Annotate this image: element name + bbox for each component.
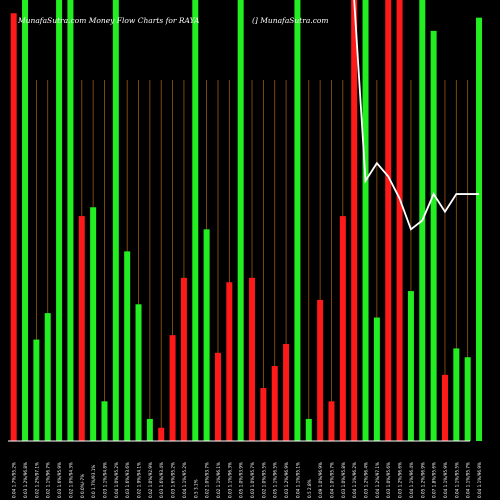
site-credit: (] MunafaSutra.com: [252, 16, 329, 25]
x-tick-label: 0.03 1.1%/94.8%: [102, 462, 107, 498]
x-tick-label: 0.03 1.2%/96.8%: [23, 462, 28, 498]
bar: [56, 0, 63, 441]
bar: [169, 335, 176, 441]
bar: [249, 277, 256, 441]
x-tick-label: 0.03 1.6%/95.2%: [171, 462, 176, 498]
x-tick-label: 0.02 1.0%/92.9%: [148, 462, 153, 498]
bar: [33, 339, 40, 441]
bar: [271, 366, 278, 441]
bar: [373, 317, 380, 441]
x-tick-label: 0.09 1.0%/96.9%: [318, 462, 323, 498]
line-group: [353, 0, 480, 231]
series-line: [353, 0, 480, 231]
bar: [22, 0, 29, 441]
x-tick-label: 0.04 1.1%/96.2%: [352, 462, 357, 498]
x-tick-label: 0.02 1.1%/96.1%: [216, 462, 221, 498]
bar: [90, 207, 97, 441]
x-tick-label: 0.02 1.0%/95.5%: [261, 462, 266, 498]
x-tick-label: 0.05 1.2%/96.9%: [420, 462, 425, 498]
bar: [453, 348, 460, 441]
x-tick-label: 0.04 1.1%/96.9%: [477, 462, 482, 498]
x-tick-label: 0.05 1.0%/93.9%: [239, 462, 244, 498]
bar: [237, 0, 244, 441]
bar: [317, 299, 324, 441]
bar: [135, 304, 142, 441]
bar: [283, 343, 290, 441]
x-tick-label: 0.04 1.0%/95.7%: [329, 462, 334, 498]
x-tick-label: 0.03 1.6%/93.4%: [159, 462, 164, 498]
bar: [146, 418, 153, 441]
bar: [180, 277, 187, 441]
x-tick-label: 0.04 1.0%/95.2%: [114, 462, 119, 498]
bar: [226, 282, 233, 441]
x-tick-label: 0.03 1.0%/95.6%: [386, 462, 391, 498]
x-tick-label: 0.02 1.0%/93.7%: [205, 462, 210, 498]
bar: [67, 0, 74, 441]
x-tick-label: 0.02 1.9%/94.1%: [137, 462, 142, 498]
bar: [362, 0, 369, 441]
bar: [101, 401, 108, 441]
bar: [396, 0, 403, 441]
bar: [112, 0, 119, 441]
bar: [294, 0, 301, 441]
x-tick-label: 0.5 3.1%: [193, 479, 198, 498]
x-tick-label: 0.05 1.1%/96.5%: [273, 462, 278, 498]
bar: [260, 388, 267, 441]
x-tick-label: 0.04 1.1%/95.2%: [182, 462, 187, 498]
x-tick-label: 0.02 1.1%/96.7%: [46, 462, 51, 498]
x-tick-label: 0.03 1.1%/96.3%: [227, 462, 232, 498]
x-tick-label: 0 0.0%/-7%: [80, 474, 85, 498]
x-tick-label: 0.03 1.2%/96.6%: [398, 462, 403, 498]
bar: [44, 313, 51, 441]
x-tick-label: 0.07 1.8%/95.6%: [432, 462, 437, 498]
x-tick-label: 0.5 2.8%: [307, 479, 312, 498]
chart-title: MunafaSutra.com Money Flow Charts for RA…: [17, 16, 200, 25]
bar: [407, 291, 414, 441]
x-tick-label: 0.03 1.6%/93.6%: [125, 462, 130, 498]
bar: [203, 229, 210, 441]
x-tick-label: 0.03 1.0%/95.7%: [250, 462, 255, 498]
bar: [124, 251, 131, 441]
bar: [10, 13, 17, 441]
bar: [214, 352, 221, 441]
bar: [328, 401, 335, 441]
bar: [441, 374, 448, 441]
x-tick-labels: 0.04 1.7%/95.2% 0.03 1.2%/96.8% 0.02 1.2%/…: [12, 462, 482, 498]
x-tick-label: 0.04 1.1%/95.9%: [443, 462, 448, 498]
x-tick-label: 0.0 1.7%/93.1%: [91, 465, 96, 498]
bar: [351, 0, 358, 441]
x-tick-label: 0.04 1.1%/96.4%: [409, 462, 414, 498]
bar: [339, 216, 346, 441]
x-tick-label: 0.03 1.6%/95.9%: [57, 462, 62, 498]
x-tick-label: 0.03 1.0%/95.8%: [341, 462, 346, 498]
bar: [78, 216, 85, 441]
bar: [430, 30, 437, 442]
x-tick-label: 0.04 1.7%/95.2%: [12, 462, 17, 498]
bar: [158, 427, 165, 441]
x-tick-label: 0.04 1.1%/95.5%: [454, 462, 459, 498]
x-tick-label: 0.03 1.2%/96.4%: [364, 462, 369, 498]
x-tick-label: 0.02 1.0%/94.3%: [68, 462, 73, 498]
bar: [476, 17, 483, 441]
bars-group: [10, 0, 483, 442]
bar: [305, 418, 312, 441]
bar: [464, 357, 471, 441]
bar: [192, 0, 199, 441]
x-tick-label: 0.02 1.2%/97.1%: [34, 462, 39, 498]
x-tick-label: 0.04 1.1%/95.1%: [295, 462, 300, 498]
bar: [385, 0, 392, 441]
x-tick-label: 0.04 1.1%/95.7%: [466, 462, 471, 498]
x-tick-label: 0.03 1.2%/96.9%: [284, 462, 289, 498]
x-tick-label: 0.04 1.2%/97.1%: [375, 462, 380, 498]
